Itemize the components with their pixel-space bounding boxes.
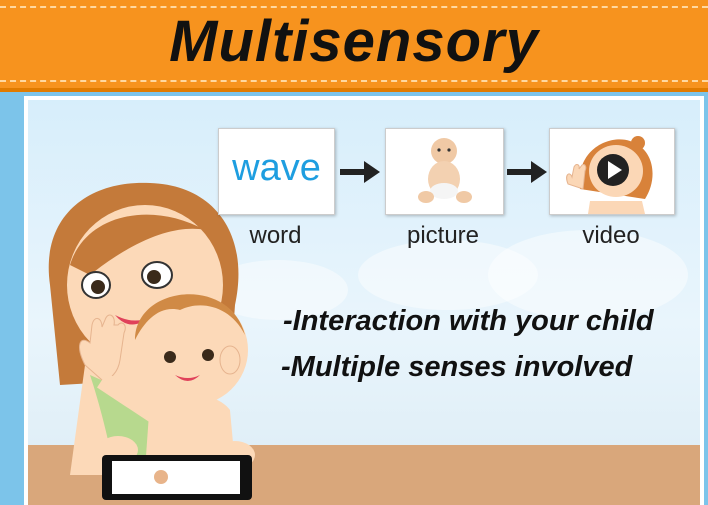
mother-and-child-illustration: [48, 182, 255, 500]
word-card: wave: [218, 128, 335, 215]
right-arrow-icon: [507, 161, 547, 183]
banner-stitch: [0, 80, 708, 82]
caption-word: word: [249, 222, 302, 249]
caption-video: video: [582, 222, 640, 249]
cloud: [358, 240, 538, 310]
right-arrow-icon: [340, 161, 380, 183]
title-banner: Multisensory: [0, 0, 708, 92]
bullet-interaction: -Interaction with your child: [283, 305, 654, 337]
cloud: [488, 230, 688, 320]
baby-photo: [418, 138, 472, 203]
picture-card: [385, 128, 504, 215]
play-icon[interactable]: [596, 153, 630, 187]
page-title: Multisensory: [169, 9, 539, 74]
scene-frame: [24, 96, 704, 505]
caption-picture: picture: [406, 222, 480, 249]
word-card-text: wave: [232, 147, 321, 189]
banner-stitch: [0, 6, 708, 8]
bullet-senses: -Multiple senses involved: [281, 351, 633, 383]
video-card[interactable]: [549, 128, 675, 215]
